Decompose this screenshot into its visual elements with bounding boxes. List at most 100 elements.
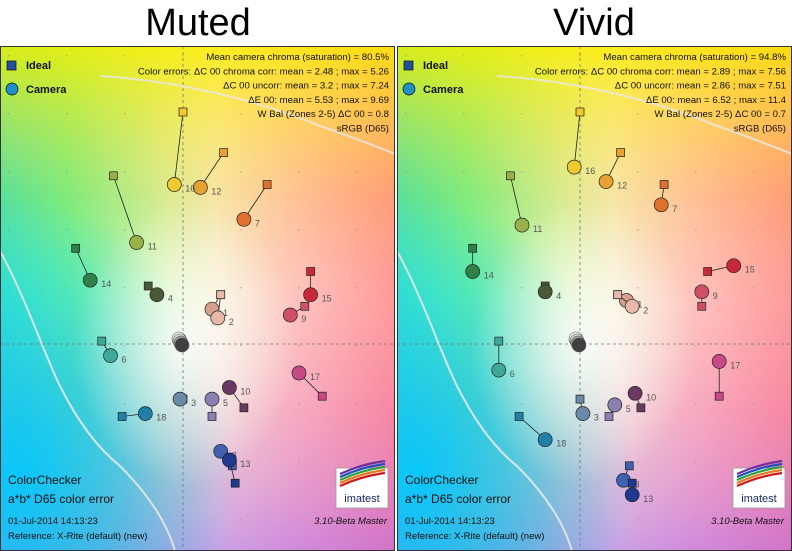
stats-block: Mean camera chroma (saturation) = 80.5% C… [138,52,390,135]
camera-marker [204,391,220,407]
patch-label: 13 [643,494,653,504]
camera-marker [607,397,623,413]
patch-14: 14 [71,243,111,289]
ideal-marker [659,180,669,189]
patch-label: 16 [585,166,595,176]
ideal-marker [616,148,625,157]
legend-ideal-icon [403,60,414,71]
stats-line: Mean camera chroma (saturation) = 80.5% [206,52,389,63]
patch-label: 11 [533,224,542,234]
patch-label: 8 [635,479,640,489]
camera-marker [291,365,307,381]
ideal-marker [613,290,623,300]
patch-label: 12 [617,181,627,191]
panel-title-vivid: Vivid [553,2,635,44]
camera-marker [726,258,742,274]
legend-camera-label: Camera [423,84,464,96]
camera-marker [213,443,229,459]
patch-label: 5 [223,398,228,408]
camera-marker [236,211,252,227]
stats-block: Mean camera chroma (saturation) = 94.8% C… [535,52,787,135]
patch-label: 14 [484,271,494,281]
stats-line: W Bal (Zones 2-5) ΔC 00 = 0.8 [258,109,389,120]
camera-marker [222,452,237,468]
camera-marker [537,284,553,300]
patch-7: 7 [236,180,272,228]
footer: ColorChecker a*b* D65 color error 01-Jul-2… [405,473,785,542]
patch-error-line [173,111,184,185]
ideal-marker [207,412,217,421]
patch-5: 5 [204,391,228,421]
camera-marker [172,391,188,407]
ideal-marker [109,171,118,181]
patch-error-line [573,111,581,168]
patch-label: 10 [646,392,656,402]
stats-line: Mean camera chroma (saturation) = 94.8% [603,52,786,63]
neutral-patches [171,331,190,353]
ideal-marker [117,412,127,421]
patch-label: 14 [101,279,111,289]
chart-vivid: 1 2 3 4 5 6 7 8 9 10 11 12 13 14 15 16 17 18 Mean camera c… [397,46,792,551]
patch-15: 15 [303,267,332,304]
patch-15: 15 [703,258,755,276]
patch-6: 6 [97,336,127,365]
ideal-marker [575,394,585,404]
stats-line: ΔC 00 uncorr: mean = 3.2 ; max = 7.24 [223,81,390,92]
camera-marker [653,197,669,213]
patch-9: 9 [282,301,310,324]
patch-label: 13 [240,459,250,469]
camera-marker [282,307,298,323]
ideal-marker [143,281,153,291]
patch-2: 2 [613,290,648,315]
patch-label: 3 [191,398,196,408]
imatest-logo: imatest [335,459,389,509]
logo-text: imatest [741,493,776,505]
ideal-marker [306,267,315,276]
camera-marker [193,180,208,195]
patch-label: 9 [713,291,718,301]
patch-16: 16 [566,107,595,176]
patch-label: 17 [730,360,740,370]
camera-marker [82,272,98,288]
camera-marker [624,298,640,314]
footer-version: 3.10-Beta Master [314,516,388,527]
footer: ColorChecker a*b* D65 color error 01-Jul-2… [8,473,388,542]
ideal-marker [239,403,249,413]
camera-marker [514,217,530,233]
ideal-marker [703,267,712,276]
patch-label: 5 [626,404,631,414]
ideal-marker [514,412,524,421]
ideal-marker [575,107,585,117]
stats-line: sRGB (D65) [734,124,786,135]
patch-10: 10 [627,385,656,413]
ideal-marker [262,180,272,189]
ideal-marker [178,107,188,117]
footer-reference: Reference: X-Rite (default) (new) [405,531,544,542]
legend-camera-icon [402,82,416,96]
camera-marker [303,287,318,303]
patch-label: 7 [255,218,260,228]
stats-line: Color errors: ΔC 00 chroma corr: mean = … [535,66,786,77]
camera-marker [624,487,640,503]
patch-error-line [113,175,137,243]
patch-17: 17 [711,354,740,401]
ideal-marker [624,461,634,471]
camera-marker [575,406,591,421]
logo-text: imatest [344,493,379,505]
ideal-marker [494,336,504,346]
stats-line: ΔE 00: mean = 5.53 ; max = 9.69 [248,95,389,106]
patch-6: 6 [491,336,515,379]
ideal-marker [317,391,327,401]
patch-10: 10 [222,380,250,413]
ideal-marker [71,243,81,253]
patch-3: 3 [172,391,196,408]
footer-name: ColorChecker [8,473,81,487]
stats-line: ΔC 00 uncorr: mean = 2.86 ; max = 7.51 [615,81,786,92]
gamut-boundary-left [397,250,573,551]
panel-title-muted: Muted [145,2,251,44]
patch-11: 11 [109,171,157,252]
patch-label: 6 [122,355,127,365]
legend-ideal-label: Ideal [423,60,448,72]
patch-12: 12 [193,148,228,196]
patch-label: 4 [168,294,173,304]
